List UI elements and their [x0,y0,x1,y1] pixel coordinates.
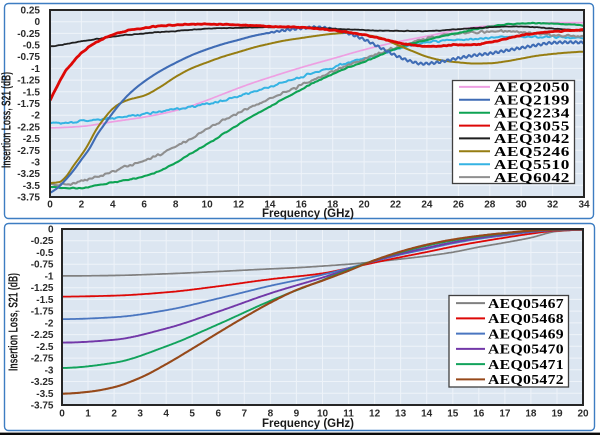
svg-text:-2.75: -2.75 [17,146,40,157]
svg-text:AEQ05467: AEQ05467 [488,297,564,312]
svg-text:-3: -3 [31,157,40,168]
svg-text:5: 5 [189,409,195,420]
svg-text:20: 20 [577,409,589,420]
svg-text:-2.25: -2.25 [17,122,40,133]
svg-text:-1.75: -1.75 [31,307,54,318]
svg-text:2: 2 [79,200,85,211]
svg-text:-2: -2 [45,318,54,329]
svg-text:-2: -2 [31,111,40,122]
svg-text:7: 7 [242,409,248,420]
svg-text:6: 6 [141,200,147,211]
svg-text:-0.5: -0.5 [23,41,41,52]
svg-text:3: 3 [137,409,143,420]
svg-text:AEQ2234: AEQ2234 [494,106,570,121]
svg-text:Frequency (GHz): Frequency (GHz) [262,418,354,430]
svg-text:AEQ05472: AEQ05472 [488,373,564,388]
svg-text:14: 14 [264,200,276,211]
svg-text:-1.5: -1.5 [36,295,54,306]
svg-text:14: 14 [421,409,433,420]
svg-text:-1.25: -1.25 [17,76,40,87]
svg-text:12: 12 [369,409,381,420]
svg-text:30: 30 [516,200,528,211]
svg-text:0.25: 0.25 [21,6,41,17]
svg-text:16: 16 [296,200,308,211]
svg-text:Insertion Loss, S21 (dB): Insertion Loss, S21 (dB) [0,72,14,168]
svg-text:AEQ2050: AEQ2050 [494,81,570,96]
svg-text:Insertion Loss, S21 (dB): Insertion Loss, S21 (dB) [7,273,21,371]
svg-text:-1.25: -1.25 [31,283,54,294]
svg-text:16: 16 [473,409,485,420]
svg-text:4: 4 [163,409,169,420]
svg-text:AEQ5246: AEQ5246 [494,145,570,160]
svg-text:AEQ05469: AEQ05469 [488,327,564,342]
svg-text:8: 8 [173,200,179,211]
svg-text:-3: -3 [45,365,54,376]
svg-text:12: 12 [233,200,245,211]
svg-text:-0.75: -0.75 [17,52,40,63]
svg-text:10: 10 [317,409,329,420]
svg-text:0: 0 [47,200,53,211]
svg-text:18: 18 [327,200,339,211]
svg-text:AEQ6042: AEQ6042 [494,171,570,186]
svg-text:-1: -1 [31,64,40,75]
svg-text:4: 4 [110,200,116,211]
svg-text:-2.25: -2.25 [31,330,54,341]
svg-text:AEQ3042: AEQ3042 [494,132,570,147]
svg-text:-3.25: -3.25 [31,377,54,388]
svg-text:1: 1 [85,409,91,420]
svg-text:34: 34 [578,200,590,211]
svg-text:26: 26 [453,200,465,211]
svg-text:AEQ05471: AEQ05471 [488,358,564,373]
svg-text:-0.25: -0.25 [31,236,54,247]
svg-text:9: 9 [294,409,300,420]
svg-text:0: 0 [48,225,54,236]
svg-text:28: 28 [484,200,496,211]
svg-text:0: 0 [34,17,40,28]
svg-text:-1.75: -1.75 [17,99,40,110]
svg-text:AEQ05468: AEQ05468 [488,312,564,327]
svg-text:-0.25: -0.25 [17,29,40,40]
svg-text:-2.75: -2.75 [31,354,54,365]
svg-text:-3.5: -3.5 [23,181,41,192]
svg-text:22: 22 [390,200,402,211]
svg-text:-3.75: -3.75 [31,401,54,412]
svg-text:-0.75: -0.75 [31,260,54,271]
svg-text:-2.5: -2.5 [23,134,41,145]
svg-text:10: 10 [202,200,214,211]
svg-text:24: 24 [421,200,433,211]
svg-text:0: 0 [59,409,65,420]
svg-text:17: 17 [499,409,511,420]
svg-text:AEQ2199: AEQ2199 [494,94,570,109]
svg-text:20: 20 [359,200,371,211]
svg-text:-3.5: -3.5 [36,389,54,400]
svg-text:15: 15 [447,409,459,420]
svg-text:32: 32 [547,200,559,211]
svg-text:2: 2 [111,409,117,420]
svg-text:-1: -1 [45,271,54,282]
svg-text:-3.75: -3.75 [17,193,40,204]
svg-text:-2.5: -2.5 [36,342,54,353]
svg-text:AEQ5510: AEQ5510 [494,158,570,173]
svg-text:-3.25: -3.25 [17,169,40,180]
svg-text:-0.5: -0.5 [36,248,54,259]
svg-text:18: 18 [525,409,537,420]
svg-text:6: 6 [216,409,222,420]
svg-text:AEQ05470: AEQ05470 [488,343,564,358]
svg-text:19: 19 [551,409,563,420]
svg-text:-1.5: -1.5 [23,87,41,98]
svg-text:AEQ3055: AEQ3055 [494,119,570,134]
svg-text:Frequency (GHz): Frequency (GHz) [262,208,354,220]
svg-text:13: 13 [395,409,407,420]
svg-text:11: 11 [343,409,354,420]
svg-text:8: 8 [268,409,274,420]
